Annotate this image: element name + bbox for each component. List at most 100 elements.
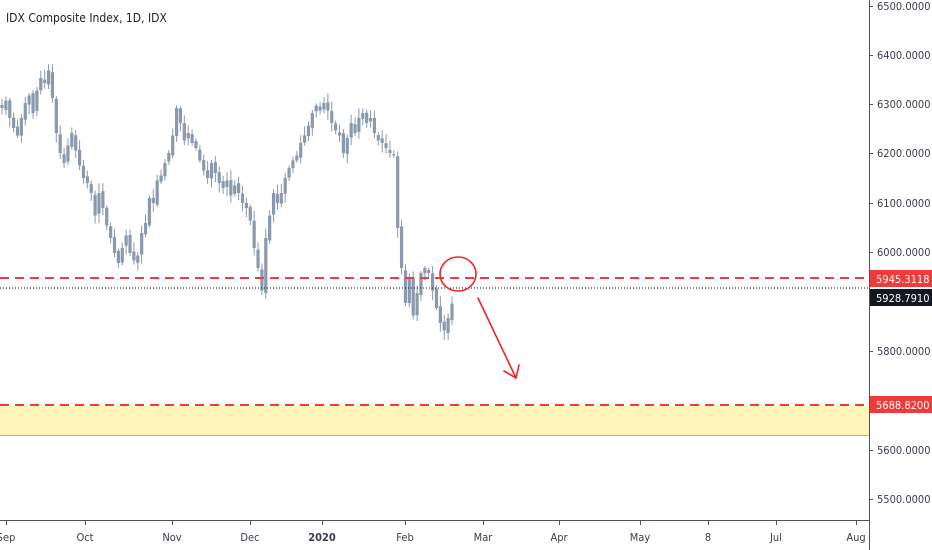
ohlc-bar <box>15 119 20 139</box>
ohlc-bar <box>337 124 342 143</box>
ohlc-bar <box>349 114 353 146</box>
ohlc-bar <box>89 180 93 201</box>
current-price-label: 5928.7910 <box>876 292 930 305</box>
price-axis-ticks: 6500.0000 6400.0000 6300.0000 6200.0000 6100… <box>869 0 931 506</box>
resistance-price-label: 5945.3118 <box>876 273 930 286</box>
ohlc-bar <box>58 125 62 159</box>
current-price-tag: 5928.7910 <box>870 289 932 306</box>
ohlc-bar <box>268 210 272 244</box>
ohlc-bar <box>399 219 404 275</box>
x-tick-label: Feb <box>396 531 413 544</box>
y-tick-label: 5800.0000 <box>877 345 931 358</box>
ohlc-bar <box>198 145 202 163</box>
x-tick-label: Nov <box>162 531 181 544</box>
ohlc-bar <box>132 242 136 265</box>
x-tick-label: Dec <box>240 531 259 544</box>
ohlc-bar <box>287 165 291 181</box>
ohlc-bar <box>252 210 256 256</box>
ohlc-bar <box>244 197 248 218</box>
ohlc-bar <box>322 97 326 114</box>
ohlc-bar <box>237 176 241 201</box>
ohlc-bar <box>392 150 396 158</box>
ohlc-bar <box>427 267 431 278</box>
ohlc-bar <box>120 242 124 266</box>
highlight-circle[interactable] <box>439 256 477 292</box>
ohlc-bar <box>217 166 221 193</box>
ohlc-bar <box>411 271 415 320</box>
ohlc-bar <box>27 93 31 115</box>
ohlc-bar <box>194 138 198 151</box>
ohlc-bar <box>283 172 287 203</box>
ohlc-bar <box>85 170 89 189</box>
ohlc-bar <box>93 190 97 224</box>
ohlc-bar <box>256 242 260 272</box>
ohlc-bar <box>380 130 384 153</box>
ohlc-bar <box>221 175 225 194</box>
support-zone <box>0 406 869 436</box>
ohlc-bar <box>260 263 264 296</box>
ohlc-bar <box>171 128 175 159</box>
ohlc-bar <box>70 127 74 150</box>
ohlc-bar <box>124 229 128 255</box>
ohlc-bar <box>155 174 159 208</box>
ohlc-bar <box>147 195 152 228</box>
ohlc-bar <box>396 151 400 238</box>
x-tick-label: Oct <box>76 531 93 544</box>
ohlc-bar <box>407 273 411 308</box>
ohlc-bar <box>116 248 120 268</box>
x-tick-label: Jul <box>769 531 782 544</box>
ohlc-bar <box>306 121 311 142</box>
ohlc-bar <box>186 125 190 146</box>
ohlc-bar <box>97 183 101 224</box>
ohlc-bar <box>77 140 82 171</box>
ohlc-bar <box>209 160 214 188</box>
resistance-price-tag: 5945.3118 <box>870 270 932 287</box>
ohlc-bar <box>101 183 105 216</box>
ohlc-bar <box>415 285 419 321</box>
ohlc-bar <box>384 134 388 154</box>
ohlc-bar <box>178 106 183 132</box>
time-axis-ticks: Sep Oct Nov Dec 2020 Feb Mar Apr May 8 Jul Aug <box>0 520 866 544</box>
ohlc-bar <box>167 149 171 165</box>
ohlc-bar <box>376 131 380 146</box>
ohlc-bar <box>23 96 27 126</box>
ohlc-bar <box>143 214 148 238</box>
ohlc-bar <box>248 204 252 226</box>
ohlc-bar <box>450 296 454 326</box>
ohlc-bar <box>233 179 237 197</box>
ohlc-bar <box>446 313 450 340</box>
y-tick-label: 5600.0000 <box>877 444 931 457</box>
ohlc-bar <box>0 99 4 115</box>
ohlc-bar <box>318 101 322 115</box>
ohlc-bar <box>372 110 377 139</box>
x-tick-label: Sep <box>0 531 15 544</box>
ohlc-bar <box>419 270 423 301</box>
down-arrow[interactable] <box>477 297 520 379</box>
ohlc-bar <box>302 126 307 146</box>
ohlc-bar <box>136 252 140 271</box>
ohlc-bar <box>314 103 318 118</box>
ohlc-bar <box>46 64 51 89</box>
ohlc-bar <box>345 134 349 164</box>
y-tick-label: 5500.0000 <box>877 493 931 506</box>
ohlc-bar <box>361 108 365 126</box>
ohlc-bar <box>213 156 217 183</box>
ohlc-bar <box>365 109 369 129</box>
x-tick-label: Aug <box>846 531 865 544</box>
y-tick-label: 6400.0000 <box>877 49 931 62</box>
ohlc-bar <box>19 114 23 143</box>
ohlc-bar <box>403 264 408 307</box>
ohlc-bars <box>0 64 454 340</box>
ohlc-bar <box>31 90 35 119</box>
ohlc-bar <box>105 205 109 231</box>
ohlc-bar <box>341 128 345 158</box>
ohlc-bar <box>368 110 373 128</box>
ohlc-bar <box>279 184 283 207</box>
y-tick-label: 6100.0000 <box>877 197 931 210</box>
ohlc-bar <box>299 135 303 164</box>
ohlc-bar <box>8 97 12 128</box>
ohlc-bar <box>434 285 439 311</box>
ohlc-bar <box>240 185 245 212</box>
ohlc-bar <box>264 228 268 300</box>
